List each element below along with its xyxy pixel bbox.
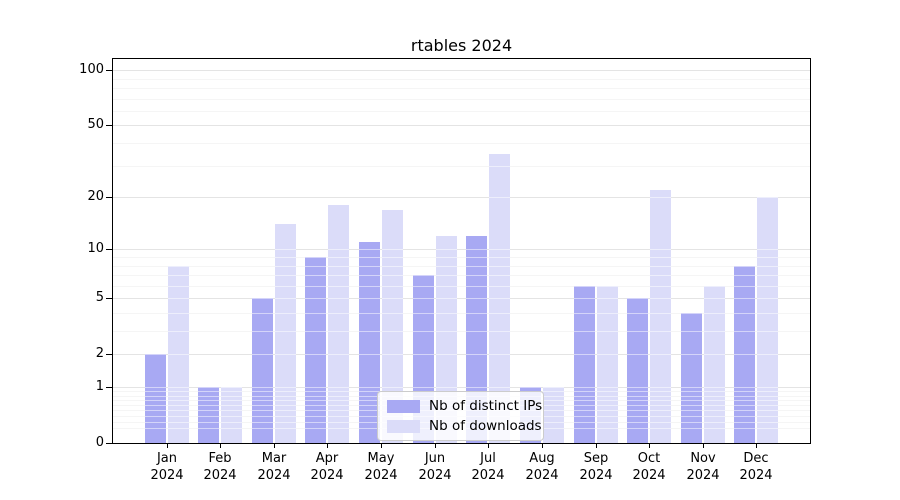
gridline-overlay [113, 125, 810, 126]
y-tick-label: 20 [87, 189, 104, 204]
x-tick-mark [542, 443, 543, 448]
x-tick-mark [327, 443, 328, 448]
bar-apr-downloads [328, 205, 349, 443]
bar-may-distinct-ips [359, 242, 380, 443]
gridline-overlay [113, 286, 810, 287]
x-tick-mark [488, 443, 489, 448]
x-tick-mark [167, 443, 168, 448]
bar-oct-downloads [650, 190, 671, 443]
gridline-overlay [113, 257, 810, 258]
x-tick-label: Mar 2024 [257, 451, 291, 483]
y-tick-mark [106, 249, 112, 250]
bar-may-downloads [382, 210, 403, 443]
gridline-overlay [113, 166, 810, 167]
bar-dec-downloads [757, 197, 778, 443]
y-tick-mark [106, 70, 112, 71]
legend-label: Nb of distinct IPs [429, 398, 543, 414]
gridline-overlay [113, 111, 810, 112]
legend-swatch-distinct-ips [387, 399, 420, 413]
bar-oct-distinct-ips [627, 298, 648, 443]
x-tick-mark [649, 443, 650, 448]
x-tick-label: Aug 2024 [525, 451, 559, 483]
x-tick-label: Jun 2024 [418, 451, 452, 483]
x-tick-mark [703, 443, 704, 448]
y-tick-mark [106, 354, 112, 355]
legend-entry: Nb of distinct IPs [378, 396, 543, 416]
gridline-overlay [113, 298, 810, 299]
gridline-overlay [113, 275, 810, 276]
gridline-overlay [113, 79, 810, 80]
x-tick-mark [435, 443, 436, 448]
plot-area [112, 58, 811, 444]
y-tick-label: 2 [95, 346, 104, 361]
bar-mar-downloads [275, 224, 296, 443]
gridline-overlay [113, 143, 810, 144]
x-tick-label: Apr 2024 [310, 451, 344, 483]
gridline-overlay [113, 99, 810, 100]
x-tick-mark [756, 443, 757, 448]
bar-feb-downloads [221, 387, 242, 443]
legend-swatch-downloads [387, 419, 420, 433]
x-tick-label: Jan 2024 [150, 451, 184, 483]
bar-sep-distinct-ips [574, 286, 595, 443]
legend: Nb of distinct IPs Nb of downloads [377, 391, 544, 441]
bar-feb-distinct-ips [198, 387, 219, 443]
x-tick-mark [220, 443, 221, 448]
x-tick-label: Sep 2024 [579, 451, 613, 483]
x-tick-label: Jul 2024 [471, 451, 505, 483]
x-tick-mark [381, 443, 382, 448]
x-tick-label: Dec 2024 [739, 451, 773, 483]
y-tick-label: 10 [87, 241, 104, 256]
gridline-overlay [113, 354, 810, 355]
bar-nov-downloads [704, 286, 725, 443]
y-tick-label: 1 [95, 379, 104, 394]
gridline-overlay [113, 70, 810, 71]
legend-entry: Nb of downloads [378, 416, 543, 436]
gridline-overlay [113, 88, 810, 89]
chart-title: rtables 2024 [410, 36, 513, 55]
x-tick-label: Oct 2024 [632, 451, 666, 483]
bar-aug-downloads [543, 387, 564, 443]
y-tick-mark [106, 197, 112, 198]
y-tick-label: 5 [95, 290, 104, 305]
gridline-overlay [113, 387, 810, 388]
y-tick-mark [106, 125, 112, 126]
y-tick-mark [106, 443, 112, 444]
x-tick-label: Feb 2024 [203, 451, 237, 483]
y-tick-label: 0 [95, 435, 104, 450]
gridline-overlay [113, 197, 810, 198]
y-tick-mark [106, 387, 112, 388]
x-tick-label: May 2024 [364, 451, 398, 483]
x-tick-label: Nov 2024 [686, 451, 720, 483]
bar-nov-distinct-ips [681, 313, 702, 443]
x-tick-mark [274, 443, 275, 448]
bar-jan-distinct-ips [145, 354, 166, 443]
y-tick-label: 100 [79, 62, 104, 77]
gridline-overlay [113, 331, 810, 332]
gridline-overlay [113, 249, 810, 250]
gridline-overlay [113, 266, 810, 267]
bar-sep-downloads [597, 286, 618, 443]
legend-label: Nb of downloads [429, 418, 542, 434]
gridline-overlay [113, 313, 810, 314]
bar-mar-distinct-ips [252, 298, 273, 443]
y-tick-mark [106, 298, 112, 299]
x-tick-mark [596, 443, 597, 448]
y-tick-label: 50 [87, 117, 104, 132]
